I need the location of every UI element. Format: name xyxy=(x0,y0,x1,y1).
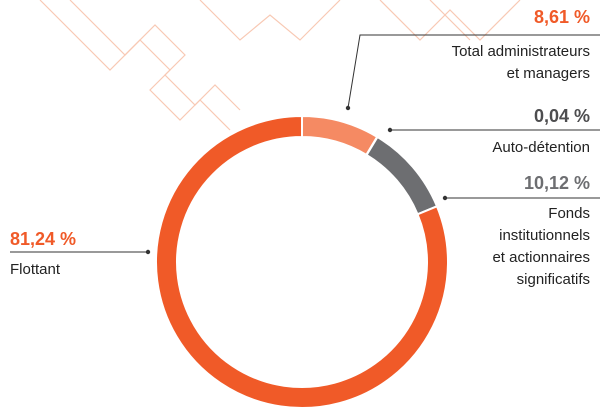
leader-dot xyxy=(346,106,350,110)
background-decoration xyxy=(40,0,520,130)
leader-dot xyxy=(146,250,150,254)
leader-dot xyxy=(443,196,447,200)
category-label: et managers xyxy=(507,65,590,82)
category-label: significatifs xyxy=(517,271,590,288)
chart: 8,61 % Total administrateurs et managers 0,… xyxy=(0,0,609,410)
category-label: Flottant xyxy=(10,261,61,278)
category-label: et actionnaires xyxy=(492,249,590,266)
value-label: 8,61 % xyxy=(534,7,590,27)
leader-dot xyxy=(388,128,392,132)
donut-segment xyxy=(367,137,437,214)
value-label: 81,24 % xyxy=(10,229,76,249)
value-label: 0,04 % xyxy=(534,106,590,126)
value-label: 10,12 % xyxy=(524,173,590,193)
category-label: Auto-détention xyxy=(492,139,590,156)
category-label: institutionnels xyxy=(499,227,590,244)
category-label: Total administrateurs xyxy=(452,43,590,60)
donut-segment xyxy=(302,116,377,155)
category-label: Fonds xyxy=(548,205,590,222)
